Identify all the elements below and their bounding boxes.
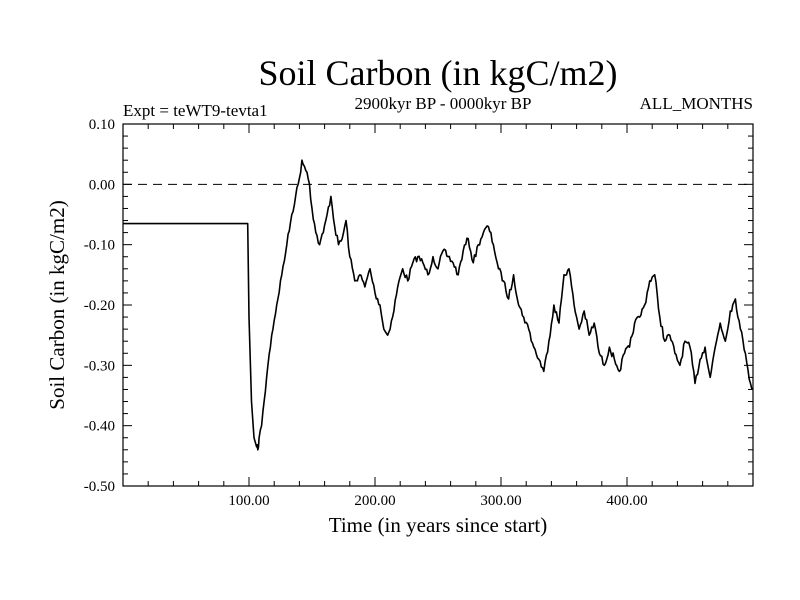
y-tick-label: -0.10 <box>84 238 115 254</box>
experiment-label: Expt = teWT9-tevta1 <box>123 101 268 120</box>
period-label: 2900kyr BP - 0000kyr BP <box>355 94 532 113</box>
y-axis-label: Soil Carbon (in kgC/m2) <box>45 200 69 409</box>
months-label: ALL_MONTHS <box>640 94 753 113</box>
x-tick-label: 100.00 <box>228 493 269 509</box>
y-tick-label: -0.50 <box>84 479 115 495</box>
x-tick-label: 400.00 <box>606 493 647 509</box>
chart-title: Soil Carbon (in kgC/m2) <box>259 53 618 93</box>
y-tick-label: -0.20 <box>84 298 115 314</box>
x-tick-label: 300.00 <box>480 493 521 509</box>
y-tick-label: -0.40 <box>84 419 115 435</box>
y-tick-label: 0.00 <box>89 177 115 193</box>
x-axis-label: Time (in years since start) <box>329 513 548 537</box>
y-tick-label: -0.30 <box>84 358 115 374</box>
soil-carbon-series-line <box>123 159 754 451</box>
y-tick-label: 0.10 <box>89 117 115 133</box>
axis-ticks <box>122 123 754 487</box>
axis-tick-labels: 100.00 200.00 300.00 400.00 0.10 0.00 -0.10 -0.… <box>84 117 648 509</box>
x-tick-label: 200.00 <box>354 493 395 509</box>
